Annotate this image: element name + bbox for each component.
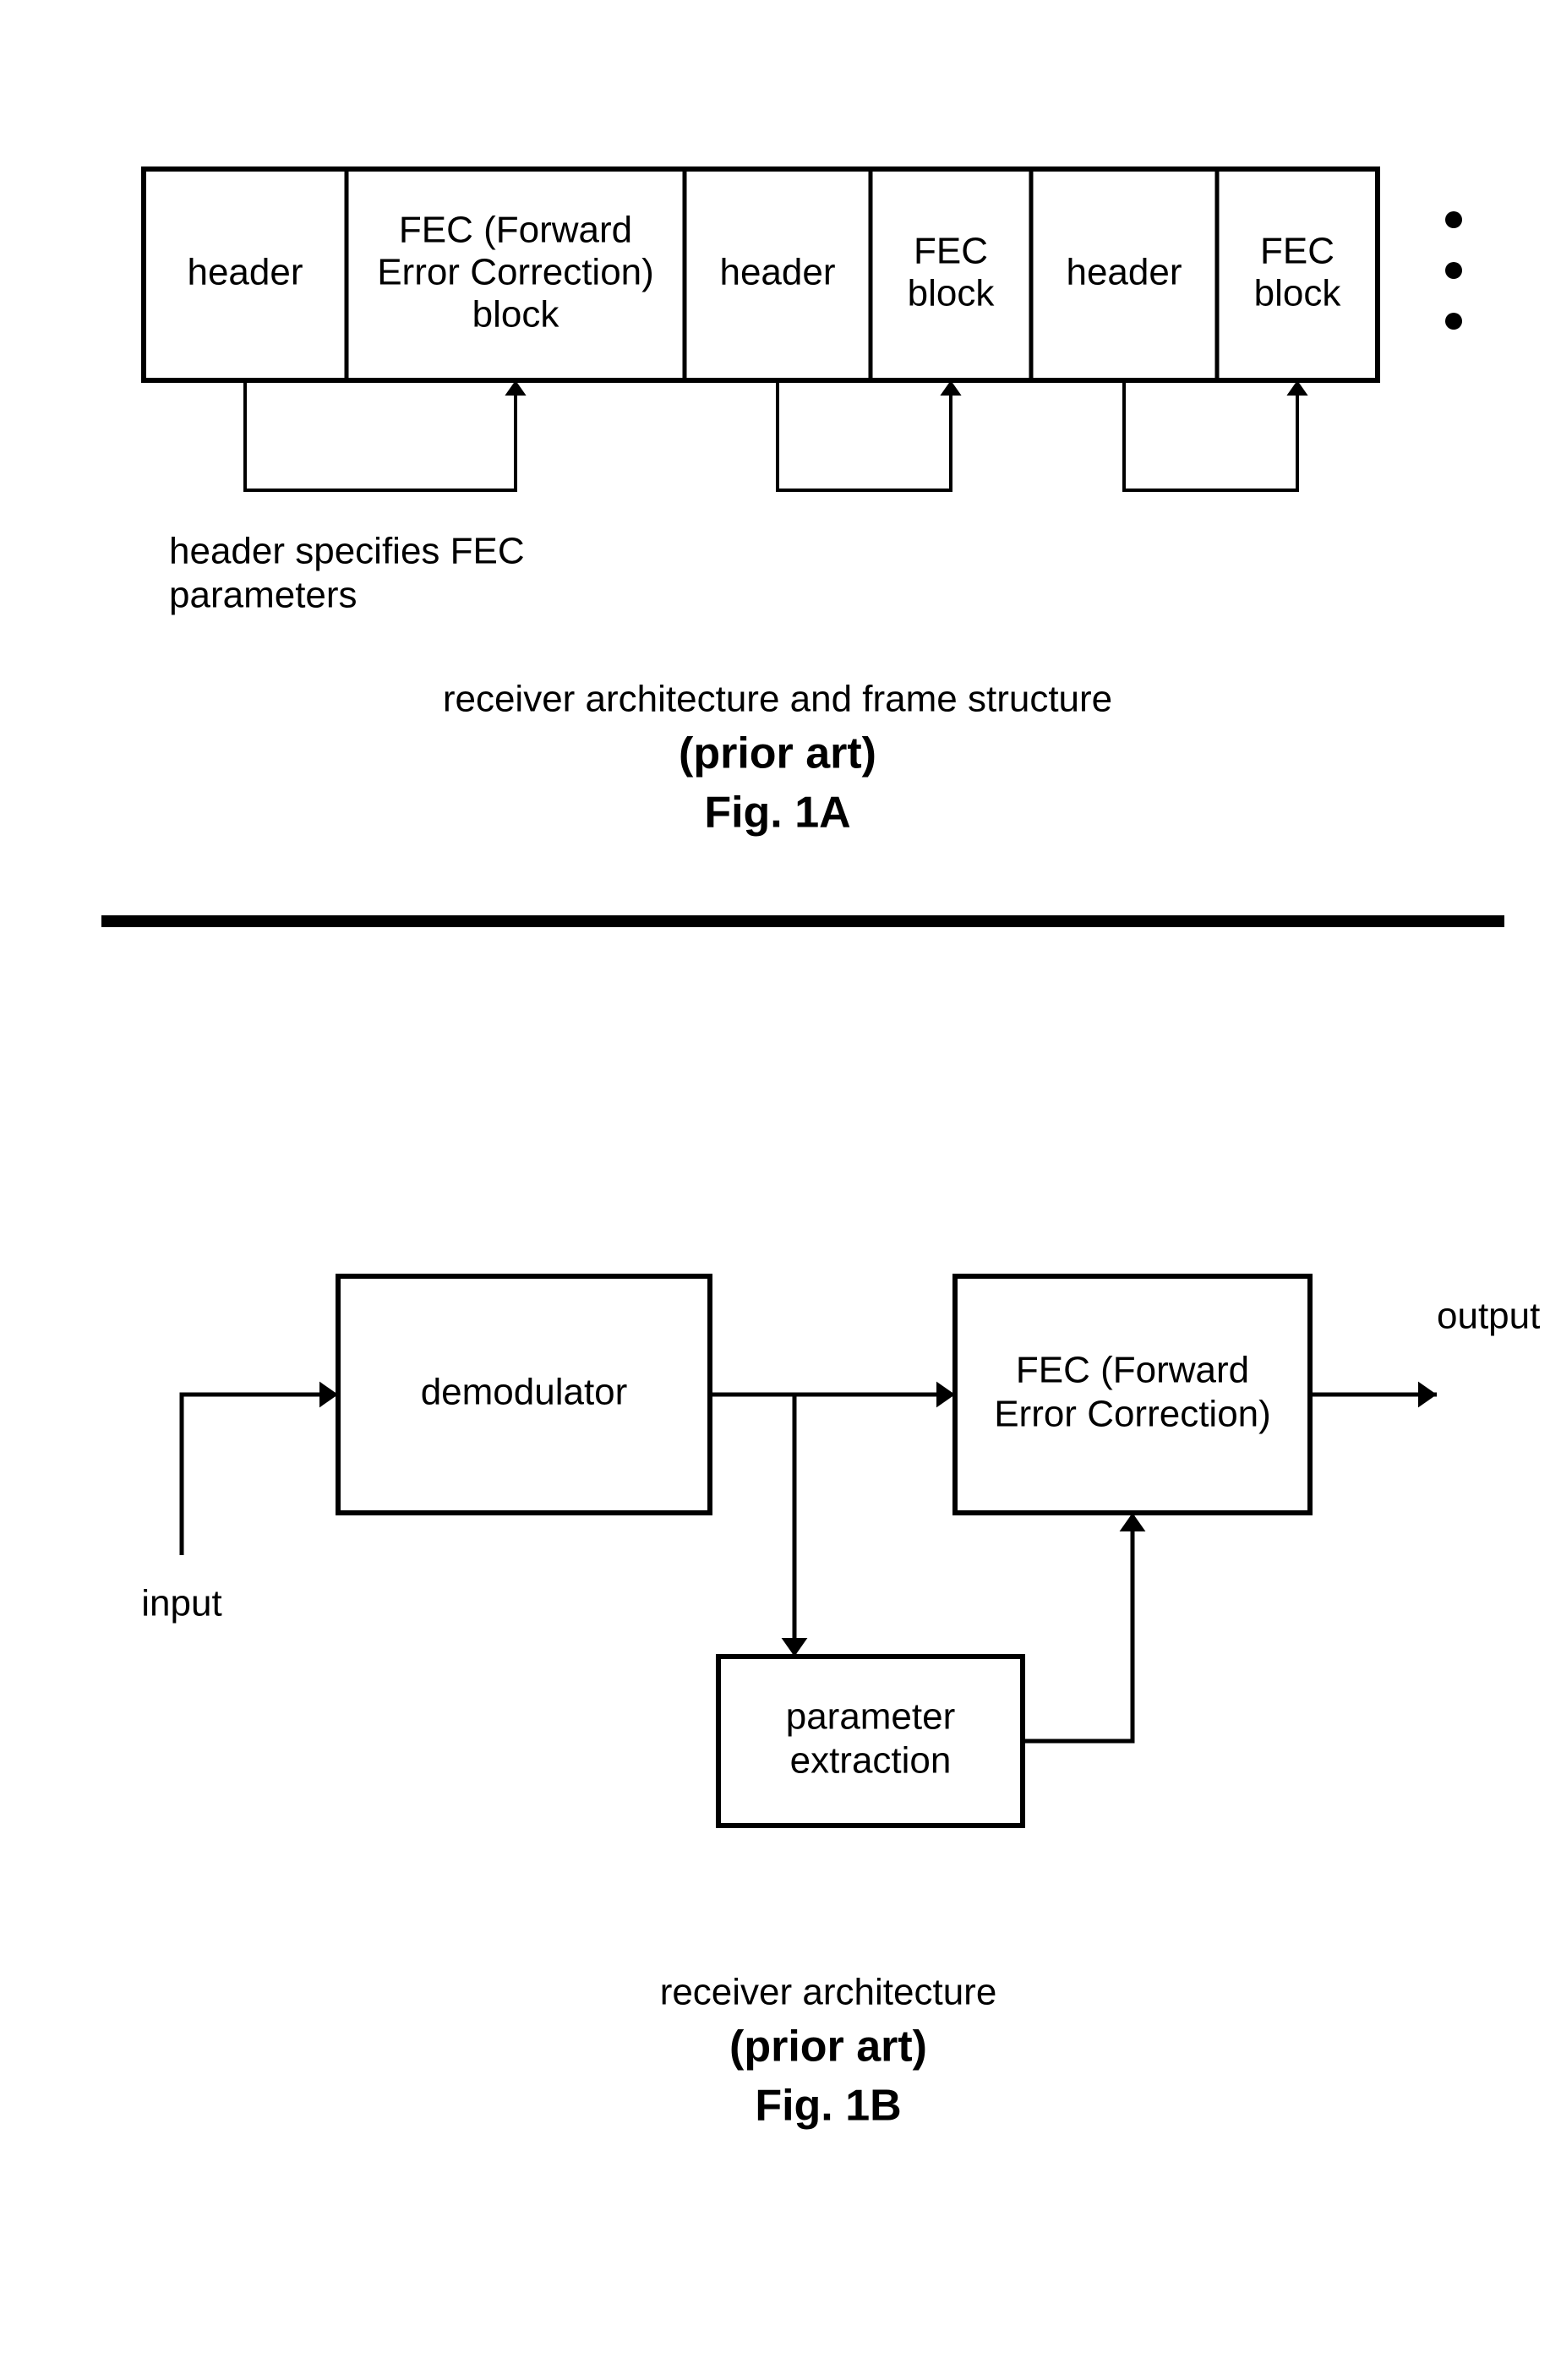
svg-text:output: output (1437, 1296, 1540, 1337)
svg-text:header: header (719, 252, 835, 293)
svg-text:receiver architecture: receiver architecture (660, 1972, 997, 2013)
svg-text:parameters: parameters (169, 575, 358, 616)
svg-text:receiver architecture and fram: receiver architecture and frame structur… (443, 679, 1112, 720)
svg-text:input: input (141, 1583, 221, 1624)
svg-text:FEC (Forward: FEC (Forward (1016, 1350, 1249, 1391)
svg-text:Error Correction): Error Correction) (377, 252, 654, 293)
svg-text:Error Correction): Error Correction) (994, 1394, 1271, 1435)
svg-text:Fig. 1B: Fig. 1B (755, 2082, 901, 2131)
svg-text:demodulator: demodulator (421, 1372, 628, 1413)
svg-text:extraction: extraction (790, 1740, 952, 1782)
svg-text:header specifies FEC: header specifies FEC (169, 531, 525, 572)
svg-text:block: block (472, 294, 560, 336)
svg-text:(prior art): (prior art) (679, 729, 876, 778)
svg-text:FEC: FEC (1260, 231, 1334, 272)
svg-text:header: header (1066, 252, 1182, 293)
svg-text:(prior art): (prior art) (729, 2022, 927, 2072)
svg-text:block: block (908, 273, 996, 314)
svg-text:Fig. 1A: Fig. 1A (704, 789, 850, 838)
svg-text:header: header (187, 252, 303, 293)
svg-text:FEC (Forward: FEC (Forward (399, 210, 632, 251)
svg-text:FEC: FEC (914, 231, 988, 272)
svg-text:block: block (1254, 273, 1342, 314)
svg-text:parameter: parameter (786, 1696, 956, 1738)
